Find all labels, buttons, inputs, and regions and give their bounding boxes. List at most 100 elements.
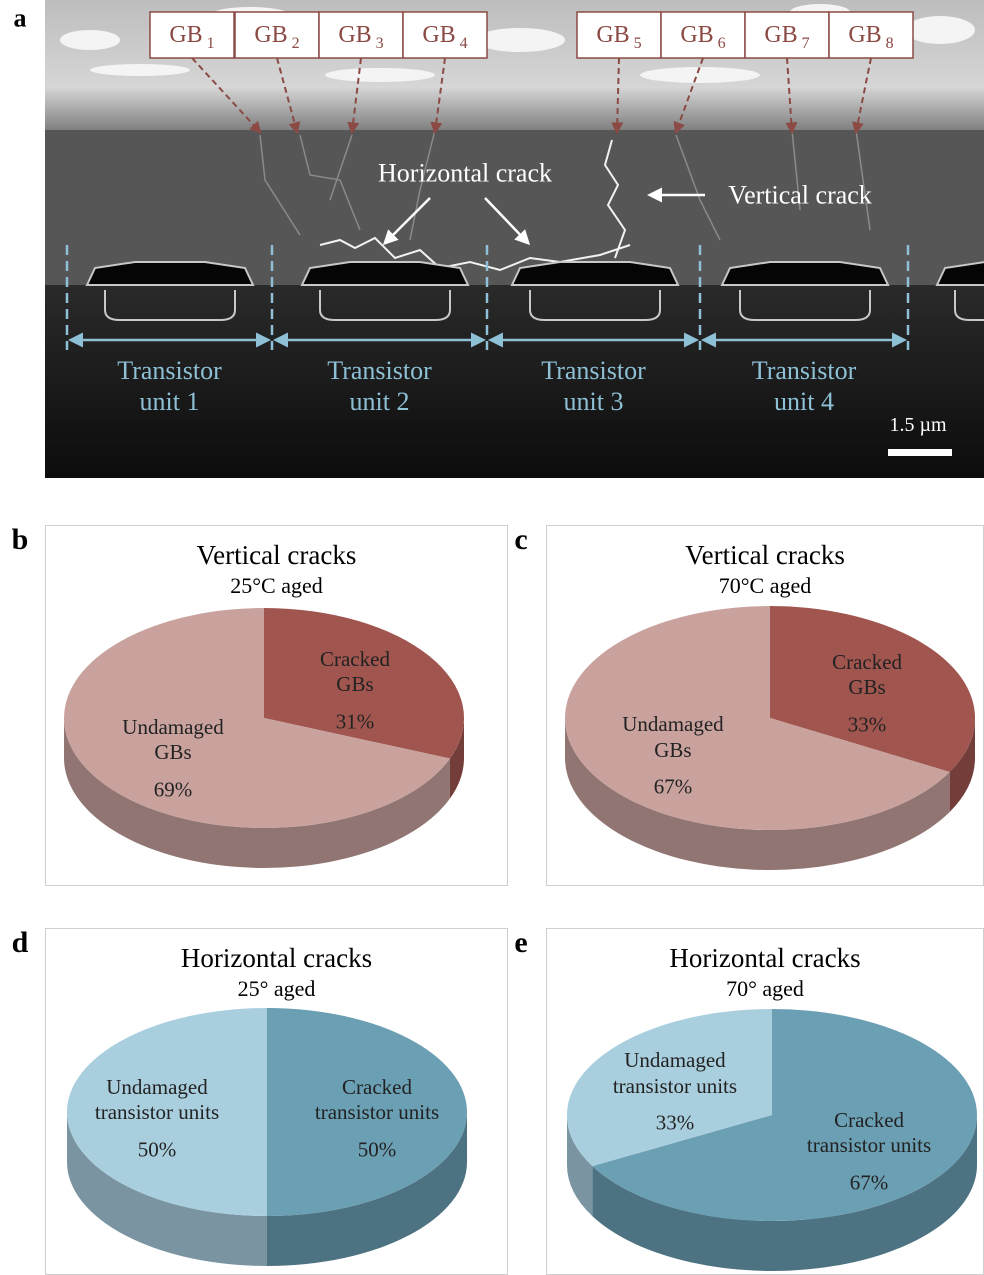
gb-arrow [852, 57, 872, 135]
annotation: Vertical crack [728, 180, 872, 210]
gb-name: GB [848, 22, 882, 49]
slice-value-label: 33% [655, 1110, 695, 1135]
slice-label: Cracked GBs [832, 649, 903, 699]
pie-slice-side [949, 718, 975, 812]
transistor [300, 261, 470, 286]
gb-box [234, 11, 320, 59]
gb-arrow [673, 57, 704, 135]
pie-slice [264, 607, 465, 759]
transistor [720, 261, 890, 286]
slice-value-label: 69% [153, 777, 193, 802]
gb-name: GB [254, 22, 288, 49]
grain-boundaries [259, 129, 871, 241]
gb-box [744, 11, 830, 59]
crack-arrow [382, 197, 431, 246]
chart-title: Horizontal cracks [669, 942, 861, 973]
chart-subtitle: 70°C aged [718, 572, 812, 598]
gb-label: GB 4 [422, 21, 467, 53]
unit-label: Transistor unit 4 [751, 355, 857, 416]
pie-slice [565, 606, 950, 831]
gb-index: 8 [885, 34, 894, 52]
transistor [85, 261, 255, 286]
panel-label: d [11, 926, 29, 959]
panel-label: a [13, 3, 27, 33]
chart-panel [45, 525, 508, 886]
gb-name: GB [169, 22, 203, 49]
gb-label: GB 1 [169, 21, 214, 53]
slice-value-label: 67% [849, 1170, 889, 1195]
pie-slice [67, 1008, 267, 1216]
slice-value-label: 31% [335, 709, 375, 734]
pie-slice [267, 1008, 467, 1216]
unit-label: Transistor unit 1 [117, 355, 222, 416]
pie-slice [592, 1009, 977, 1221]
gb-index: 1 [206, 34, 215, 52]
trench [529, 290, 661, 321]
pie-slice [770, 606, 976, 772]
trench [954, 290, 984, 321]
scale-bar-label: 1.5 µm [889, 414, 947, 436]
transistor-shapes [85, 261, 984, 321]
gb-label: GB 7 [764, 21, 809, 53]
grain-layer [45, 130, 984, 285]
gb-index: 7 [801, 34, 810, 52]
gb-name: GB [422, 22, 456, 49]
scale-bar [888, 449, 952, 456]
slice-value-label: 50% [357, 1137, 397, 1162]
gb-arrow [347, 57, 362, 135]
gb-index: 6 [717, 34, 726, 52]
slice-label: Undamaged transistor units [612, 1048, 738, 1098]
pie-slice-side [567, 1115, 593, 1217]
panel-label: c [514, 523, 528, 556]
gb-arrow [430, 57, 446, 135]
gb-index: 2 [291, 34, 300, 52]
gb-name: GB [596, 22, 630, 49]
gb-name: GB [680, 22, 714, 49]
sem-image [45, 0, 984, 478]
panel-label: b [11, 523, 29, 556]
slice-value-label: 33% [847, 712, 887, 737]
annotation: Horizontal crack [378, 158, 552, 188]
panel-label: e [514, 926, 528, 959]
layer-band [45, 88, 984, 133]
chart-title: Horizontal cracks [180, 942, 373, 973]
pie-slice [566, 1008, 772, 1167]
slice-label: Cracked transistor units [806, 1107, 932, 1157]
trench [104, 290, 236, 321]
gb-box [149, 11, 235, 59]
trench [319, 290, 451, 321]
pie-slice-side [67, 1112, 267, 1266]
slice-value-label: 67% [653, 774, 693, 799]
gb-index: 4 [459, 34, 468, 52]
gb-arrow [785, 57, 798, 135]
gb-label: GB 6 [680, 21, 725, 53]
chart-subtitle: 70° aged [726, 975, 804, 1001]
gb-arrow [191, 57, 262, 134]
chart-subtitle: 25°C aged [230, 572, 323, 598]
gb-index: 3 [375, 34, 384, 52]
slice-label: Cracked transistor units [314, 1074, 440, 1124]
gb-name: GB [338, 22, 372, 49]
slice-label: Undamaged GBs [622, 712, 724, 762]
pie-slice-side [449, 718, 464, 799]
chart-subtitle: 25° aged [237, 975, 316, 1001]
chart-title: Vertical cracks [196, 539, 357, 570]
gb-arrow [611, 57, 624, 135]
pie-slice-side [267, 1112, 467, 1266]
unit-label: Transistor unit 3 [541, 355, 646, 416]
unit-label: Transistor unit 2 [327, 355, 432, 416]
substrate [45, 285, 984, 478]
gb-label: GB 8 [848, 21, 893, 53]
top-texture [60, 4, 975, 83]
slice-label: Cracked GBs [319, 646, 390, 696]
gb-index: 5 [633, 34, 642, 52]
gb-box [576, 11, 662, 59]
pie-slice [64, 608, 450, 828]
gb-box [402, 11, 488, 59]
slice-label: Undamaged GBs [122, 714, 224, 764]
gb-name: GB [764, 22, 798, 49]
